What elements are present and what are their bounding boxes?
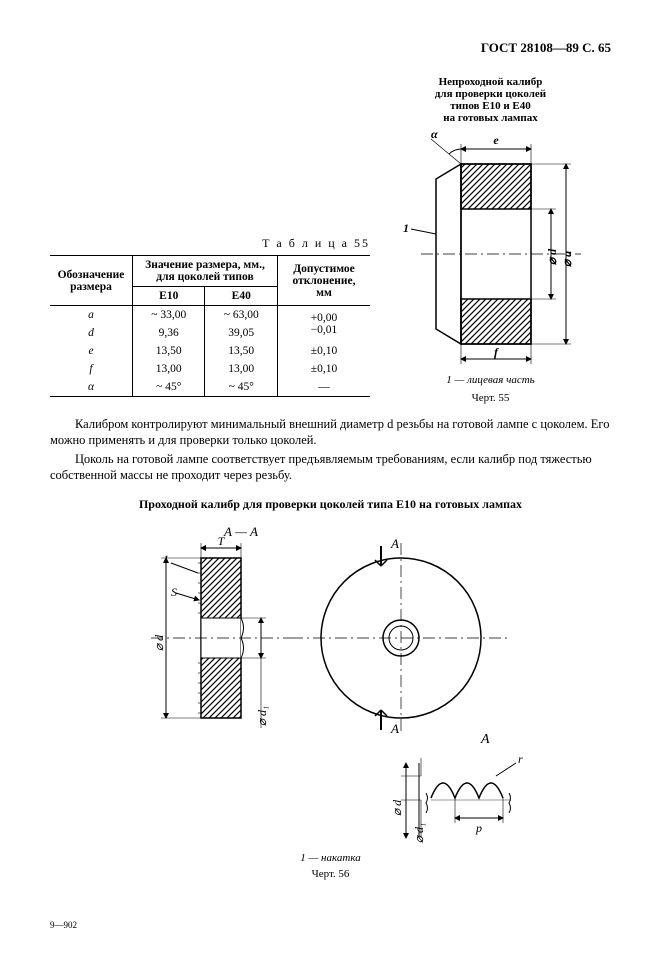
row-d-tol: +0,00−0,01 (278, 306, 371, 343)
fig56-front: А А (291, 536, 511, 736)
fig56-title: Проходной калибр для проверки цоколей ти… (50, 497, 611, 512)
fig56-caption: Черт. 56 (50, 868, 611, 880)
fig55-svg: ⌀ a ⌀ d e α f 1 (391, 124, 591, 374)
svg-text:α: α (431, 127, 438, 141)
figure-55: Непроходной калибр для проверки цоколей … (370, 76, 611, 404)
row-a-n: a (50, 306, 133, 325)
th-e10: Е10 (133, 287, 205, 306)
fig56-section: T 1 S ⌀ d ⌀ d₁ (151, 534, 291, 728)
row-f-n: f (50, 360, 133, 378)
row-e-e10: 13,50 (133, 342, 205, 360)
row-d-e40: 39,05 (205, 324, 278, 342)
svg-text:f: f (494, 345, 499, 359)
row-d-n: d (50, 324, 133, 342)
row-f-tol: ±0,10 (278, 360, 371, 378)
svg-text:r: r (518, 752, 523, 766)
svg-text:p: p (475, 821, 482, 835)
page-header: ГОСТ 28108—89 С. 65 (50, 40, 611, 56)
svg-text:⌀ d₁: ⌀ d₁ (255, 706, 269, 726)
fig56-note: 1 — накатка (50, 852, 611, 864)
th-values: Значение размера, мм., для цоколей типов (133, 256, 278, 287)
svg-text:e: e (493, 133, 499, 147)
svg-text:А — А: А — А (223, 524, 258, 539)
svg-text:⌀ d₁: ⌀ d₁ (412, 823, 426, 843)
table-55-caption: Т а б л и ц а 55 (50, 236, 370, 251)
th-e40: Е40 (205, 287, 278, 306)
svg-text:А: А (390, 721, 399, 736)
table-55: Обозначение размера Значение размера, мм… (50, 255, 370, 397)
svg-text:⌀ d: ⌀ d (390, 799, 404, 816)
th-tol: Допустимое откло­нение, мм (278, 256, 371, 306)
row-al-n: α (50, 378, 133, 397)
fig55-t2: для проверки цоколей (370, 88, 611, 100)
svg-text:А: А (390, 536, 399, 551)
svg-text:А: А (480, 732, 490, 747)
th-dim: Обозначение размера (50, 256, 133, 306)
svg-text:⌀ a: ⌀ a (560, 251, 574, 267)
row-e-n: e (50, 342, 133, 360)
fig55-t4: на готовых лампах (370, 112, 611, 124)
row-e-tol: ±0,10 (278, 342, 371, 360)
row-f-e10: 13,00 (133, 360, 205, 378)
para-1: Калибром контролируют минимальный внешни… (50, 416, 611, 449)
fig55-t1: Непроходной калибр (370, 76, 611, 88)
row-al-e40: ~ 45° (205, 378, 278, 397)
svg-text:1: 1 (403, 221, 409, 235)
row-al-e10: ~ 45° (133, 378, 205, 397)
fig56-detail: А r p ⌀ d ⌀ d₁ (390, 732, 523, 843)
body-text: Калибром контролируют минимальный внешни… (50, 416, 611, 483)
svg-text:⌀ d: ⌀ d (545, 248, 559, 265)
row-f-e40: 13,00 (205, 360, 278, 378)
row-e-e40: 13,50 (205, 342, 278, 360)
fig55-note: 1 — лицевая часть (370, 374, 611, 386)
fig56-svg: А — А T (91, 518, 571, 848)
svg-text:S: S (171, 585, 177, 599)
row-al-tol: — (278, 378, 371, 397)
fig55-caption: Черт. 55 (370, 392, 611, 404)
fig55-t3: типов Е10 и Е40 (370, 100, 611, 112)
footer: 9—902 (50, 920, 611, 930)
figure-56: А — А T (50, 518, 611, 880)
row-a-e40: ~ 63,00 (205, 306, 278, 325)
row-a-e10: ~ 33,00 (133, 306, 205, 325)
row-d-e10: 9,36 (133, 324, 205, 342)
svg-text:⌀ d: ⌀ d (152, 634, 166, 651)
para-2: Цоколь на готовой лампе соответствует пр… (50, 451, 611, 484)
table-55-block: Т а б л и ц а 55 Обозначение размера Зна… (50, 236, 370, 397)
